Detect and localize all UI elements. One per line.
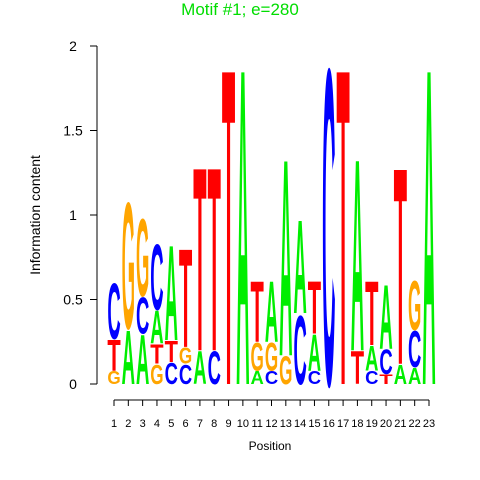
y-tick-label: 0.5 <box>63 292 83 308</box>
logo-letter: A <box>193 343 206 396</box>
logo-letter: T <box>308 266 321 350</box>
logo-letter: C <box>179 360 192 391</box>
x-tick-label: 1 <box>111 418 117 430</box>
x-tick-label: 7 <box>197 418 203 430</box>
y-tick-label: 1.5 <box>63 123 83 139</box>
logo-letter: T <box>193 114 206 407</box>
x-tick-label: 3 <box>140 418 146 430</box>
logo-letter: T <box>107 330 120 380</box>
x-tick-label: 14 <box>294 418 306 430</box>
logo-letter: T <box>208 114 221 407</box>
x-tick-label: 13 <box>280 418 292 430</box>
logo-letter: A <box>265 264 278 361</box>
chart-title: Motif #1; e=280 <box>181 0 299 19</box>
logo-letter: A <box>365 341 378 379</box>
logo-letter: A <box>408 363 421 389</box>
logo-letter: A <box>379 266 392 369</box>
logo-letter: A <box>394 360 407 391</box>
y-tick-label: 2 <box>69 38 77 54</box>
logo-letter: A <box>308 323 321 381</box>
x-tick-label: 10 <box>237 418 249 430</box>
x-tick-label: 18 <box>351 418 363 430</box>
x-tick-label: 9 <box>225 418 231 430</box>
x-tick-label: 17 <box>337 418 349 430</box>
logo-letter: G <box>179 343 192 369</box>
logo-letter: C <box>150 227 163 331</box>
logo-letter: G <box>265 336 278 380</box>
logo-letter: A <box>351 103 364 410</box>
x-tick-label: 16 <box>323 418 335 430</box>
x-tick-label: 23 <box>423 418 435 430</box>
logo-letter: A <box>165 219 178 370</box>
logo-letter: A <box>136 320 149 400</box>
logo-letter: G <box>279 350 292 394</box>
x-tick-label: 21 <box>394 418 406 430</box>
logo-letter: C <box>322 0 335 480</box>
x-tick-label: 15 <box>308 418 320 430</box>
logo-letter: G <box>107 368 120 389</box>
logo-letter: G <box>122 166 135 368</box>
logo-letter: A <box>251 368 264 389</box>
x-tick-label: 12 <box>265 418 277 430</box>
logo-letter: A <box>150 302 163 355</box>
x-axis-label: Position <box>249 439 292 453</box>
x-tick-label: 19 <box>366 418 378 430</box>
x-tick-label: 11 <box>251 418 262 430</box>
logo-letter: T <box>379 371 393 387</box>
logo-letter: T <box>365 262 378 365</box>
logo-letter: A <box>293 193 306 342</box>
logo-letter: T <box>351 343 364 396</box>
logo-letter: G <box>150 360 163 391</box>
logo-letter: G <box>251 336 264 380</box>
logo-letter: T <box>150 340 163 371</box>
logo-letter: A <box>279 102 292 416</box>
logo-letter: C <box>208 343 221 396</box>
logo-letter: C <box>365 368 378 389</box>
logo-letter: C <box>265 368 278 389</box>
logo-letter: C <box>293 295 306 405</box>
x-tick-label: 6 <box>183 418 189 430</box>
y-tick-label: 1 <box>69 207 77 223</box>
y-axis-label: Information content <box>27 155 43 275</box>
logo-letter: C <box>308 368 321 389</box>
logo-letter: C <box>107 268 120 356</box>
logo-letter: T <box>165 334 178 369</box>
logo-letter: T <box>394 111 407 425</box>
y-tick-label: 0 <box>69 376 77 392</box>
logo-letter: G <box>136 196 149 320</box>
x-tick-label: 22 <box>409 418 421 430</box>
x-tick-label: 4 <box>154 418 160 430</box>
logo-letter: G <box>408 266 421 346</box>
x-tick-label: 2 <box>125 418 131 430</box>
logo-letter: T <box>222 0 235 480</box>
logo-letter: C <box>136 286 149 344</box>
logo-letter: T <box>179 221 192 378</box>
logo-letter: C <box>379 344 392 382</box>
logo-letter: T <box>336 0 349 480</box>
logo-letter: A <box>122 314 135 401</box>
logo-letter: A <box>422 0 435 480</box>
x-tick-label: 20 <box>380 418 392 430</box>
logo-letter: T <box>251 264 264 361</box>
logo-letter: C <box>408 320 421 378</box>
x-tick-label: 5 <box>168 418 174 430</box>
logo-letter: A <box>236 0 249 480</box>
logo-letter: C <box>165 356 178 391</box>
x-tick-label: 8 <box>211 418 217 430</box>
